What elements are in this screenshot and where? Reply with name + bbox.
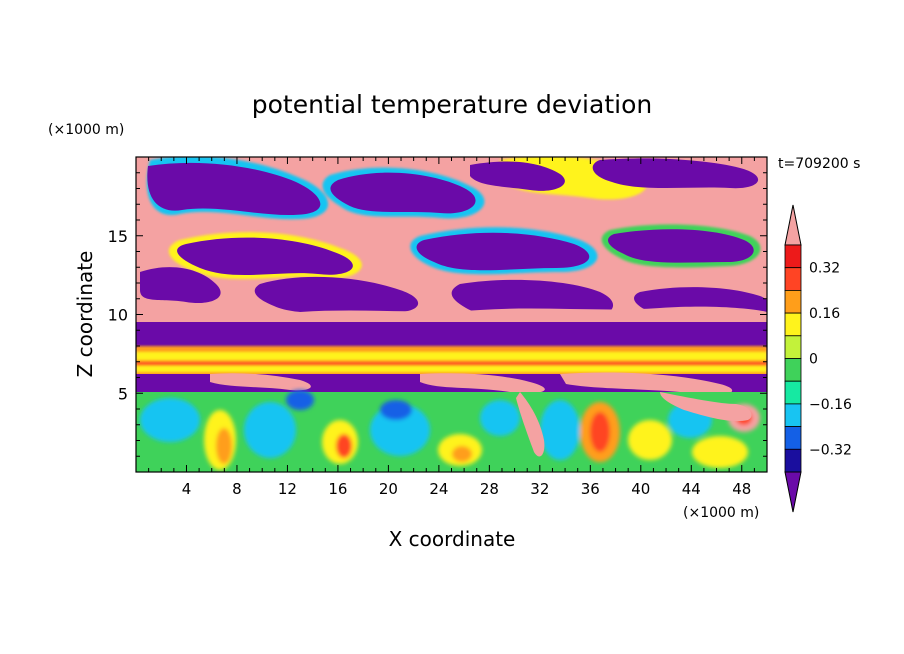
colorbar: 0.32 0.16 0 −0.16 −0.32 (784, 204, 852, 513)
x-tick-label: 32 (530, 480, 549, 498)
x-tick-label: 8 (232, 480, 242, 498)
x-tick-label: 36 (581, 480, 600, 498)
y-tick-label: 15 (108, 227, 128, 246)
colorbar-box (784, 403, 802, 427)
contour-field (136, 157, 767, 472)
x-axis-unit-label: (×1000 m) (683, 505, 759, 521)
colorbar-box (784, 267, 802, 291)
warm-band (136, 346, 767, 376)
purple-band (136, 372, 767, 396)
x-tick-label: 4 (182, 480, 192, 498)
colorbar-label: −0.32 (809, 442, 852, 458)
x-tick-label: 48 (732, 480, 751, 498)
colorbar-box (784, 335, 802, 359)
y-axis-label: Z coordinate (73, 251, 97, 378)
x-tick-label: 12 (278, 480, 297, 498)
x-axis-label: X coordinate (389, 527, 516, 551)
x-axis: 4 8 12 16 20 24 28 32 36 40 44 48 (148, 157, 755, 498)
colorbar-label: −0.16 (809, 397, 852, 413)
colorbar-label: 0 (809, 352, 818, 368)
x-tick-label: 40 (631, 480, 650, 498)
colorbar-box (784, 426, 802, 450)
colorbar-top-triangle (784, 204, 802, 246)
colorbar-box (784, 380, 802, 405)
chart-title: potential temperature deviation (252, 90, 652, 119)
mid-field (136, 306, 767, 348)
x-tick-label: 24 (429, 480, 448, 498)
lower-field (136, 390, 767, 472)
y-tick-label: 10 (108, 306, 128, 325)
upper-field (140, 157, 767, 319)
colorbar-box (784, 358, 802, 382)
x-tick-label: 20 (379, 480, 398, 498)
x-tick-label: 16 (328, 480, 347, 498)
x-tick-label: 28 (480, 480, 499, 498)
y-axis-unit-label: (×1000 m) (48, 122, 124, 138)
colorbar-label: 0.32 (809, 261, 840, 277)
y-tick-label: 5 (118, 384, 128, 403)
colorbar-box (784, 244, 802, 269)
colorbar-box (784, 312, 802, 337)
x-tick-label: 44 (682, 480, 701, 498)
time-label: t=709200 s (778, 156, 860, 172)
y-axis: 5 10 15 (108, 172, 767, 457)
colorbar-bottom-triangle (784, 471, 802, 513)
colorbar-box (784, 448, 802, 473)
colorbar-label: 0.16 (809, 306, 840, 322)
colorbar-box (784, 289, 802, 314)
